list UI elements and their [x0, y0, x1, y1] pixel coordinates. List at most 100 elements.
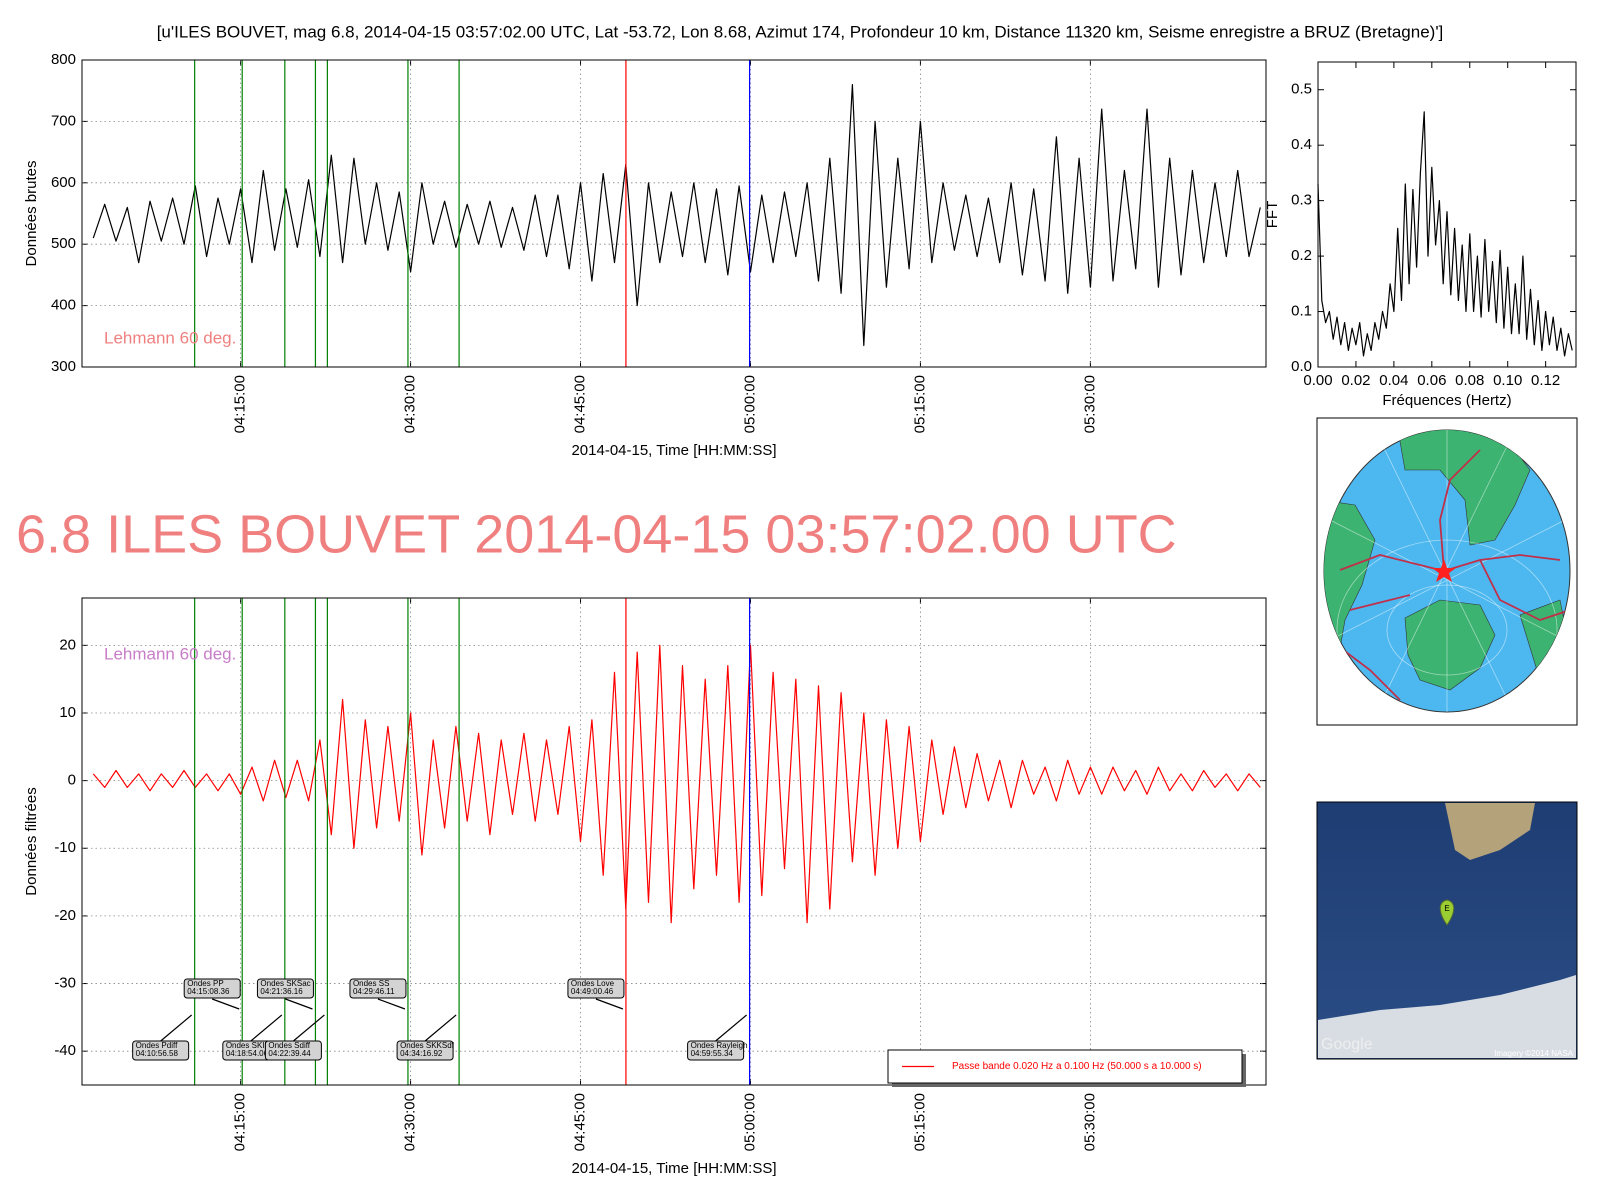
x-tick-label: 04:45:00	[571, 375, 588, 433]
y-tick-label: 10	[59, 704, 76, 721]
annotation-time: 04:22:39.44	[268, 1049, 311, 1058]
plot-frame	[81, 59, 1267, 368]
annotation-time: 04:49:00.46	[571, 987, 614, 996]
chart-title: [u'ILES BOUVET, mag 6.8, 2014-04-15 03:5…	[157, 22, 1444, 41]
annotation-arrow	[424, 1014, 457, 1042]
x-tick-label: 0.04	[1379, 372, 1408, 389]
annotation-time: 04:21:36.16	[260, 987, 303, 996]
annotation-time: 04:59:55.34	[691, 1049, 734, 1058]
series-line	[1317, 111, 1573, 357]
y-tick-label: -10	[54, 839, 76, 856]
annotation-time: 04:10:56.58	[136, 1049, 179, 1058]
y-axis-label: Données brutes	[23, 161, 40, 267]
annotation-arrow	[292, 1014, 325, 1042]
map-credit: Imagery ©2014 NASA	[1494, 1049, 1573, 1058]
x-tick-label: 04:30:00	[402, 375, 419, 433]
annotation-box	[349, 978, 407, 999]
plot-frame	[81, 597, 1267, 1086]
annotation-arrow	[595, 998, 624, 1010]
note: Lehmann 60 deg.	[104, 328, 236, 347]
annotation-label: Ondes SS	[353, 979, 389, 988]
y-axis-label: Données filtrées	[23, 787, 40, 895]
x-tick-label: 05:00:00	[741, 1093, 758, 1151]
y-tick-label: 0.2	[1291, 247, 1312, 264]
annotation-time: 04:34:16.92	[400, 1049, 443, 1058]
map-marker-label: E	[1444, 904, 1449, 913]
annotation-box	[132, 1040, 190, 1061]
x-tick-label: 04:15:00	[232, 375, 249, 433]
annotation-label: Ondes PP	[187, 979, 223, 988]
x-tick-label: 05:15:00	[911, 1093, 928, 1151]
headline: 6.8 ILES BOUVET 2014-04-15 03:57:02.00 U…	[16, 504, 1177, 564]
annotation-label: Ondes SKIKP	[226, 1041, 275, 1050]
x-tick-label: 04:30:00	[402, 1093, 419, 1151]
y-tick-label: 500	[51, 235, 76, 252]
y-tick-label: -30	[54, 975, 76, 992]
annotation-box	[264, 1040, 322, 1061]
x-tick-label: 0.08	[1455, 372, 1484, 389]
annotation-label: Ondes Sdiff	[268, 1041, 310, 1050]
annotation-box	[256, 978, 314, 999]
annotation-arrow	[250, 1014, 283, 1042]
y-tick-label: 0.5	[1291, 81, 1312, 98]
series-line	[92, 84, 1261, 347]
satellite-map: E Google Imagery ©2014 NASA	[1316, 801, 1578, 1060]
annotation-label: Ondes Love	[571, 979, 615, 988]
x-tick-label: 05:15:00	[911, 375, 928, 433]
x-tick-label: 05:30:00	[1081, 375, 1098, 433]
annotation-box	[567, 978, 625, 999]
y-tick-label: 0.0	[1291, 358, 1312, 375]
annotation-arrow	[377, 998, 406, 1010]
legend: Passe bande 0.020 Hz a 0.100 Hz (50.000 …	[887, 1049, 1246, 1087]
annotation-arrow	[715, 1014, 747, 1042]
annotation-label: Ondes Pdiff	[136, 1041, 178, 1050]
annotation-label: Ondes SKSac	[260, 979, 310, 988]
y-tick-label: 0.4	[1291, 136, 1312, 153]
map-logo: Google	[1321, 1036, 1373, 1053]
y-tick-label: 600	[51, 174, 76, 191]
x-axis-label: 2014-04-15, Time [HH:MM:SS]	[571, 1160, 776, 1177]
annotation-box	[183, 978, 241, 999]
x-axis-label: 2014-04-15, Time [HH:MM:SS]	[571, 442, 776, 459]
annotation-arrow	[160, 1014, 193, 1042]
plot-frame	[1317, 61, 1577, 368]
y-tick-label: 700	[51, 112, 76, 129]
globe-map	[1316, 417, 1578, 726]
x-tick-label: 04:45:00	[571, 1093, 588, 1151]
y-tick-label: 0.3	[1291, 192, 1312, 209]
legend-label: Passe bande 0.020 Hz a 0.100 Hz (50.000 …	[952, 1061, 1202, 1072]
series-line	[92, 644, 1261, 924]
y-tick-label: 0	[68, 772, 76, 789]
annotation-time: 04:15:08.36	[187, 987, 230, 996]
note: Lehmann 60 deg.	[104, 644, 236, 663]
legend-box	[887, 1049, 1243, 1084]
annotation-time: 04:29:46.11	[353, 987, 395, 996]
x-tick-label: 05:00:00	[741, 375, 758, 433]
x-axis-label: Fréquences (Hertz)	[1382, 392, 1511, 409]
x-tick-label: 0.02	[1341, 372, 1370, 389]
y-tick-label: 400	[51, 297, 76, 314]
x-tick-label: 0.06	[1417, 372, 1446, 389]
y-tick-label: 20	[59, 636, 76, 653]
x-tick-label: 04:15:00	[232, 1093, 249, 1151]
annotation-box	[396, 1040, 454, 1061]
annotation-arrow	[285, 998, 313, 1010]
annotation-time: 04:18:54.06	[226, 1049, 269, 1058]
x-tick-label: 0.10	[1493, 372, 1522, 389]
annotation-label: Ondes SKKSdf	[400, 1041, 455, 1050]
y-tick-label: 0.1	[1291, 303, 1312, 320]
x-tick-label: 0.00	[1303, 372, 1332, 389]
x-tick-label: 05:30:00	[1081, 1093, 1098, 1151]
y-tick-label: -20	[54, 907, 76, 924]
x-tick-label: 0.12	[1531, 372, 1560, 389]
y-tick-label: 800	[51, 51, 76, 68]
